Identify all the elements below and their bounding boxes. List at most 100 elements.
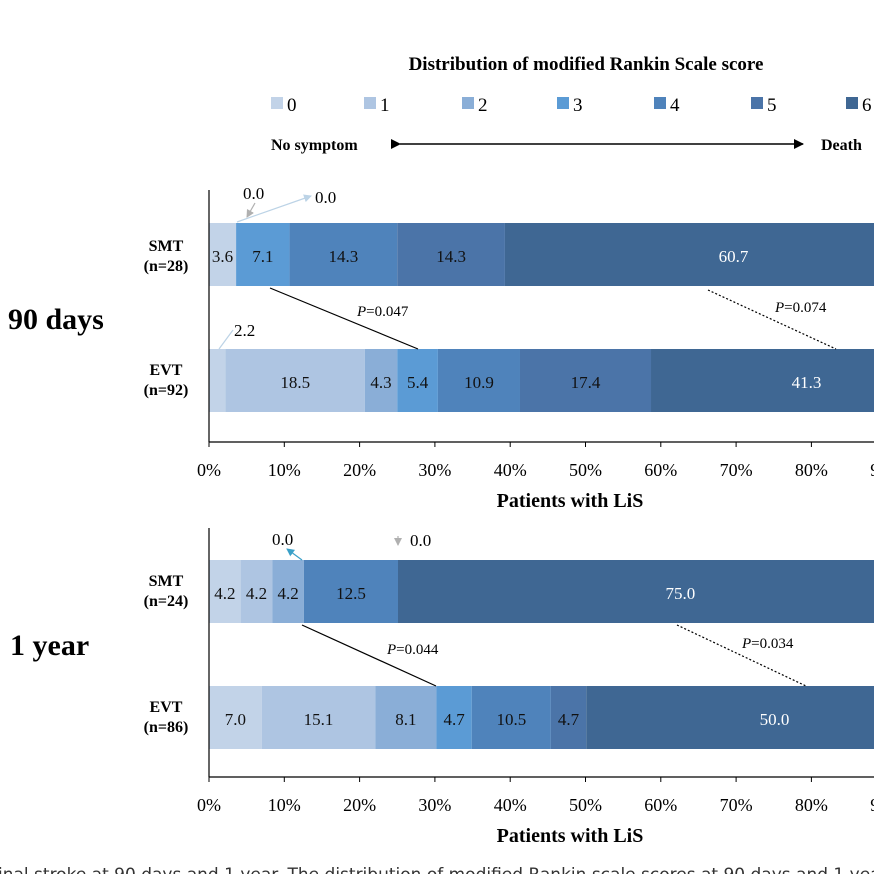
x-axis-title-90: Patients with LiS <box>497 490 644 512</box>
x-tick-label-1-2: 20% <box>343 795 376 815</box>
p-symbol: P <box>356 304 366 320</box>
bar-segment-p1-smt-mrs0 <box>209 560 241 623</box>
legend-swatch-1 <box>364 97 376 109</box>
p-value: =0.034 <box>751 636 794 652</box>
p-symbol: P <box>741 636 751 652</box>
x-tick-label-0-4: 40% <box>494 460 527 480</box>
x-tick-label-0-0: 0% <box>197 460 221 480</box>
p-value-left-1y: P=0.044 <box>386 642 439 658</box>
data-label-p0-smt-mrs3: 7.1 <box>252 247 273 266</box>
callout-arrow-smt-1y-a <box>286 548 303 561</box>
x-tick-label-1-7: 70% <box>720 795 753 815</box>
x-tick-label-1-9: 90% <box>870 795 874 815</box>
bar-segment-p1-smt-mrs4 <box>303 560 399 623</box>
legend-label-1: 1 <box>380 95 390 116</box>
callout-smt-1y-a: 0.0 <box>272 530 293 549</box>
panel-90-days-label: 90 days <box>8 303 104 336</box>
p-value-left-90: P=0.047 <box>356 304 409 320</box>
bar-segment-p1-evt-mrs4 <box>471 686 551 749</box>
data-label-p0-evt-mrs1: 18.5 <box>280 373 310 392</box>
bar-segment-p0-smt-mrs0 <box>209 223 237 286</box>
data-label-p0-smt-mrs5: 14.3 <box>436 247 466 266</box>
bar-segment-p1-smt-mrs1 <box>240 560 273 623</box>
chart-title: Distribution of modified Rankin Scale sc… <box>409 54 764 75</box>
x-tick-label-1-8: 80% <box>795 795 828 815</box>
bar-segment-p0-evt-mrs5 <box>519 349 652 412</box>
x-axis-title-1y: Patients with LiS <box>497 825 644 847</box>
caption: in‌al stroke at 90 days and 1 year. The … <box>0 865 874 874</box>
bar-segment-p0-smt-mrs3 <box>236 223 290 286</box>
row-n-smt-1y: (n=24) <box>144 593 189 610</box>
legend-label-0: 0 <box>287 95 297 116</box>
callout-smt-90-a: 0.0 <box>243 184 264 203</box>
data-label-p0-evt-mrs3: 5.4 <box>407 373 429 392</box>
x-tick-label-0-2: 20% <box>343 460 376 480</box>
data-label-p1-evt-mrs6: 50.0 <box>760 710 790 729</box>
legend-label-2: 2 <box>478 95 488 116</box>
callout-smt-1y-b: 0.0 <box>410 531 431 550</box>
row-label-smt-90: SMT <box>149 238 184 255</box>
data-label-p1-evt-mrs4: 10.5 <box>496 710 526 729</box>
data-label-p1-smt-mrs0: 4.2 <box>214 584 235 603</box>
data-label-p1-evt-mrs3: 4.7 <box>443 710 465 729</box>
bar-segment-p0-evt-mrs4 <box>437 349 520 412</box>
data-label-p0-evt-mrs4: 10.9 <box>464 373 494 392</box>
p-value-right-1y: P=0.034 <box>741 636 794 652</box>
data-label-p1-smt-mrs4: 12.5 <box>336 584 366 603</box>
scale-left-label: No symptom <box>271 137 358 154</box>
bar-segment-p1-evt-mrs6 <box>586 686 874 749</box>
x-tick-label-0-3: 30% <box>418 460 451 480</box>
p-symbol: P <box>386 642 396 658</box>
data-label-p1-evt-mrs5: 4.7 <box>558 710 580 729</box>
row-n-evt-90: (n=92) <box>144 382 189 399</box>
x-tick-label-1-4: 40% <box>494 795 527 815</box>
connector-right-90 <box>707 289 837 350</box>
bar-segment-p0-evt-mrs3 <box>397 349 438 412</box>
scale-right-label: Death <box>821 137 862 154</box>
p-value: =0.047 <box>366 304 409 320</box>
bar-segment-p0-smt-mrs4 <box>289 223 398 286</box>
legend-label-6: 6 <box>862 95 872 116</box>
legend-swatch-4 <box>654 97 666 109</box>
row-label-evt-1y: EVT <box>150 699 183 716</box>
bars-layer: 3.6 7.1 14.3 14.3 60.7 18.5 4.3 5.4 10.9 17.4 41.3… <box>209 223 874 749</box>
data-label-p0-evt-mrs2: 4.3 <box>370 373 391 392</box>
bar-segment-p1-evt-mrs5 <box>550 686 587 749</box>
data-label-p0-smt-mrs4: 14.3 <box>329 247 359 266</box>
bar-segment-p1-evt-mrs2 <box>375 686 437 749</box>
legend-swatch-2 <box>462 97 474 109</box>
connector-left-1y <box>301 624 437 687</box>
row-label-evt-90: EVT <box>150 362 183 379</box>
p-symbol: P <box>774 300 784 316</box>
legend-swatch-5 <box>751 97 763 109</box>
data-label-p1-evt-mrs2: 8.1 <box>395 710 416 729</box>
legend-swatch-6 <box>846 97 858 109</box>
panel-1-year-label: 1 year <box>10 629 89 662</box>
row-label-smt-1y: SMT <box>149 573 184 590</box>
legend: 0 1 2 3 4 5 6 <box>271 95 872 116</box>
bar-segment-p0-evt-mrs0 <box>209 349 226 412</box>
bar-segment-p0-evt-mrs6 <box>651 349 874 412</box>
data-label-p0-evt-mrs5: 17.4 <box>571 373 601 392</box>
bar-segment-p1-evt-mrs3 <box>436 686 472 749</box>
x-tick-label-1-0: 0% <box>197 795 221 815</box>
x-tick-label-1-1: 10% <box>268 795 301 815</box>
x-tick-label-1-3: 30% <box>418 795 451 815</box>
p-value: =0.044 <box>396 642 439 658</box>
row-n-evt-1y: (n=86) <box>144 719 189 736</box>
x-tick-label-0-6: 60% <box>644 460 677 480</box>
row-n-smt-90: (n=28) <box>144 258 189 275</box>
data-label-p1-smt-mrs2: 4.2 <box>277 584 298 603</box>
legend-label-5: 5 <box>767 95 777 116</box>
x-tick-label-1-6: 60% <box>644 795 677 815</box>
bar-segment-p1-evt-mrs0 <box>209 686 262 749</box>
callout-arrow-smt-90-a <box>246 202 256 218</box>
legend-swatch-0 <box>271 97 283 109</box>
callout-smt-90-b: 0.0 <box>315 188 336 207</box>
legend-label-3: 3 <box>573 95 583 116</box>
bar-segment-p1-evt-mrs1 <box>261 686 376 749</box>
data-label-p0-evt-mrs6: 41.3 <box>792 373 822 392</box>
data-label-p1-evt-mrs0: 7.0 <box>225 710 246 729</box>
x-tick-label-0-1: 10% <box>268 460 301 480</box>
